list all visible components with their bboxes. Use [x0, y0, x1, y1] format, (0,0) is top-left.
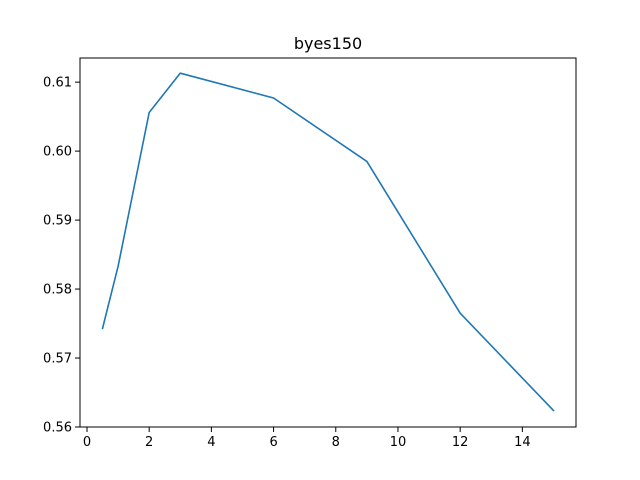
x-tick-label: 14: [514, 435, 531, 450]
y-tick-label: 0.60: [43, 145, 72, 160]
series-layer: [101, 72, 555, 412]
plot-frame: [79, 57, 577, 428]
chart-title: byes150: [294, 34, 362, 53]
x-tick-label: 2: [145, 435, 153, 450]
x-tick-label: 6: [269, 435, 277, 450]
plot-area: [80, 58, 576, 427]
y-tick-label: 0.56: [43, 421, 72, 436]
y-tick-label: 0.57: [43, 352, 72, 367]
series-line-0: [101, 72, 555, 412]
x-tick-label: 12: [452, 435, 469, 450]
x-tick-label: 8: [332, 435, 340, 450]
y-tick-label: 0.58: [43, 283, 72, 298]
y-tick-label: 0.61: [43, 76, 72, 91]
x-tick-label: 0: [83, 435, 91, 450]
x-tick-label: 10: [390, 435, 407, 450]
x-tick-label: 4: [207, 435, 215, 450]
y-axis: 0.56 0.57 0.58 0.59 0.60 0.61: [43, 76, 80, 436]
y-tick-label: 0.59: [43, 214, 72, 229]
x-axis: 0 2 4 6 8 10 12 14: [83, 427, 531, 450]
